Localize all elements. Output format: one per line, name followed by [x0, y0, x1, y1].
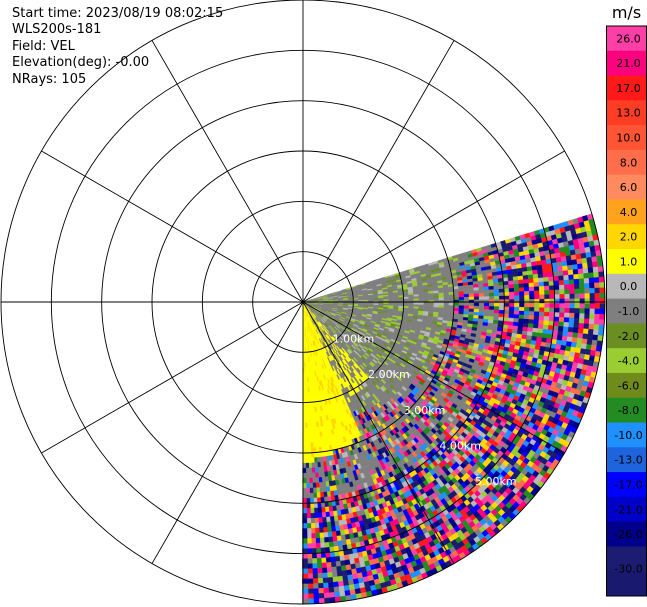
- colorbar-tick-label: 6.0: [620, 181, 638, 194]
- colorbar: m/s 26.0 21.0 17.0 13.0 10.0 8.0 6.0 4.0 2.0 1.0 0.…: [606, 3, 647, 597]
- colorbar-swatch: [606, 422, 647, 448]
- range-label: 1.00km: [333, 333, 375, 346]
- colorbar-swatch: [606, 472, 647, 498]
- range-label: 5.00km: [475, 475, 517, 488]
- colorbar-tick-label: -26.0: [614, 528, 642, 541]
- colorbar-swatch: [606, 298, 647, 324]
- range-label: 4.00km: [439, 439, 481, 452]
- elevation-label: Elevation(deg): -0.00: [12, 55, 150, 71]
- colorbar-tick-label: -13.0: [614, 454, 642, 467]
- colorbar-tick-label: -21.0: [614, 503, 642, 516]
- colorbar-swatch: [606, 323, 647, 349]
- colorbar-tick-label: -8.0: [618, 404, 639, 417]
- colorbar-tick-label: 17.0: [616, 82, 641, 95]
- range-azimuth-grid: [0, 0, 606, 605]
- velocity-sweep: [302, 213, 606, 605]
- colorbar-swatch: [606, 199, 647, 225]
- colorbar-tick-label: -6.0: [618, 379, 639, 392]
- colorbar-swatch: [606, 26, 647, 52]
- colorbar-swatch: [606, 348, 647, 374]
- field-label: Field: VEL: [12, 38, 75, 54]
- colorbar-swatch: [606, 372, 647, 399]
- colorbar-swatch: [606, 125, 647, 151]
- colorbar-tick-label: -17.0: [614, 478, 642, 491]
- colorbar-swatch: [606, 174, 647, 200]
- colorbar-tick-label: 13.0: [616, 107, 641, 120]
- colorbar-swatch: [606, 100, 647, 126]
- colorbar-tick-label: -10.0: [614, 429, 642, 442]
- colorbar-swatch: [606, 496, 647, 523]
- colorbar-swatch: [606, 149, 647, 176]
- colorbar-tick-label: 10.0: [616, 132, 641, 145]
- nrays-label: NRays: 105: [12, 71, 87, 87]
- range-label: 2.00km: [368, 368, 410, 381]
- colorbar-tick-label: -4.0: [618, 355, 639, 368]
- colorbar-tick-label: 21.0: [616, 57, 641, 70]
- colorbar-tick-label: 0.0: [620, 280, 638, 293]
- colorbar-swatch: [606, 273, 647, 300]
- colorbar-tick-label: 8.0: [620, 156, 638, 169]
- colorbar-tick-label: 2.0: [620, 231, 638, 244]
- colorbar-tick-label: 26.0: [616, 32, 641, 45]
- colorbar-swatch: [606, 521, 647, 547]
- colorbar-tick-label: -1.0: [618, 305, 639, 318]
- colorbar-swatch: [606, 75, 647, 101]
- colorbar-tick-label: 1.0: [620, 255, 638, 268]
- colorbar-tick-label: 4.0: [620, 206, 638, 219]
- colorbar-swatch: [606, 249, 647, 275]
- scan-info: Start time: 2023/08/19 08:02:15 WLS200s-…: [12, 6, 223, 88]
- colorbar-title: m/s: [612, 3, 641, 22]
- colorbar-tick-label: -2.0: [618, 330, 639, 343]
- colorbar-swatch: [606, 50, 647, 77]
- colorbar-swatch: [606, 224, 647, 250]
- instrument-label: WLS200s-181: [12, 22, 102, 38]
- colorbar-swatch: [606, 571, 647, 597]
- range-labels: 1.00km 2.00km 3.00km 4.00km 5.00km: [333, 333, 517, 488]
- start-time-label: Start time: 2023/08/19 08:02:15: [12, 6, 224, 21]
- colorbar-swatch: [606, 447, 647, 473]
- colorbar-tick-label: -30.0: [614, 563, 642, 576]
- range-label: 3.00km: [404, 404, 446, 417]
- colorbar-swatch: [606, 397, 647, 424]
- colorbar-swatch: [606, 546, 647, 572]
